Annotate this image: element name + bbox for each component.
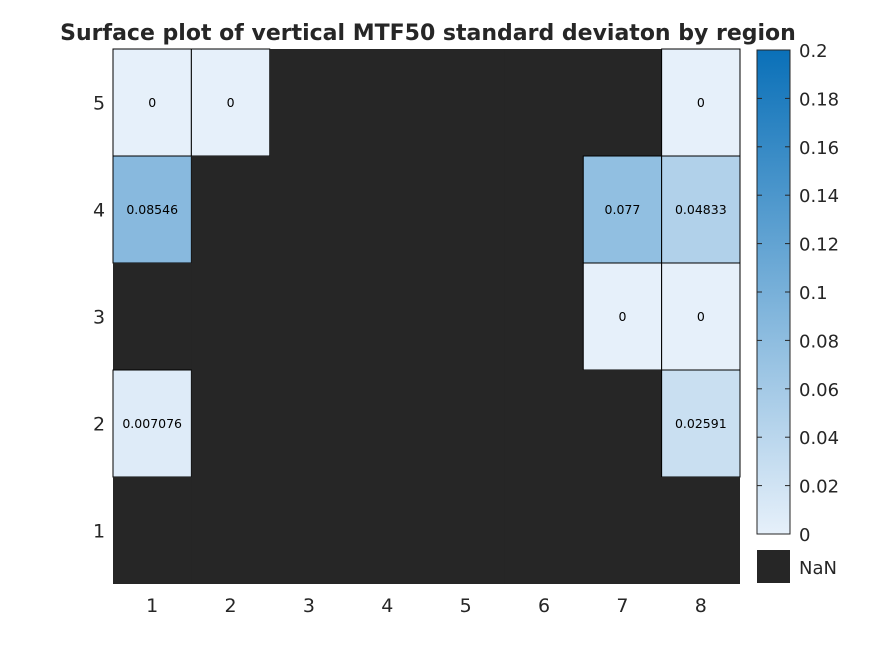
- heatmap-cell: [112, 369, 192, 478]
- heatmap-cell-nan: [191, 477, 270, 584]
- heatmap-cell: [661, 48, 741, 157]
- x-axis-ticks: 1 2 3 4 5 6 7 8: [146, 595, 707, 617]
- y-axis-ticks: 5 4 3 2 1: [93, 93, 105, 543]
- x-tick-label: 8: [695, 595, 707, 617]
- heatmap-cell-nan: [348, 49, 427, 156]
- heatmap-cell: [112, 48, 192, 157]
- x-tick-label: 5: [460, 595, 472, 617]
- heatmap-cell: [661, 369, 741, 478]
- cell-value-label: 0.007076: [122, 416, 182, 431]
- chart-title: Surface plot of vertical MTF50 standard …: [60, 21, 796, 46]
- heatmap-cell-nan: [504, 49, 584, 156]
- heatmap-cell-nan: [583, 477, 662, 584]
- colorbar-tick-label: 0.1: [799, 283, 828, 304]
- x-tick-label: 3: [303, 595, 315, 617]
- colorbar-tick-label: 0.12: [799, 235, 839, 256]
- heatmap-cell-nan: [504, 477, 584, 584]
- x-tick-label: 4: [381, 595, 393, 617]
- colorbar-tick-label: 0.14: [799, 186, 839, 207]
- heatmap-cell: [190, 48, 271, 157]
- heatmap-cell-nan: [113, 263, 192, 370]
- cell-value-label: 0: [148, 95, 156, 110]
- colorbar-tick-label: 0.02: [799, 477, 839, 498]
- cell-value-label: 0.04833: [675, 202, 727, 217]
- heatmap-cell-nan: [426, 370, 505, 477]
- heatmap-cell-nan: [583, 370, 662, 477]
- heatmap-cell-nan: [191, 370, 270, 477]
- cell-value-label: 0.02591: [675, 416, 727, 431]
- heatmap-cell-nan: [191, 263, 270, 370]
- heatmap-cell-nan: [269, 263, 349, 370]
- heatmap-cell-nan: [269, 156, 349, 263]
- colorbar-tick-label: 0.16: [799, 138, 839, 159]
- nan-swatch: [757, 550, 790, 583]
- heatmap-cell-nan: [504, 370, 584, 477]
- heatmap-cell-nan: [583, 49, 662, 156]
- cell-value-label: 0: [227, 95, 235, 110]
- y-tick-label: 4: [93, 200, 105, 222]
- heatmap-cell-nan: [269, 370, 349, 477]
- heatmap-cell-nan: [504, 156, 584, 263]
- cell-value-label: 0.08546: [126, 202, 178, 217]
- heatmap-cell-nan: [348, 477, 427, 584]
- cell-value-label: 0: [697, 95, 705, 110]
- colorbar-tick-label: 0.08: [799, 331, 839, 352]
- y-tick-label: 5: [93, 93, 105, 115]
- x-tick-label: 7: [616, 595, 628, 617]
- y-tick-label: 2: [93, 414, 105, 436]
- heatmap-cell-nan: [426, 263, 505, 370]
- heatmap-cell-nan: [348, 156, 427, 263]
- colorbar-tick-label: 0.2: [799, 41, 828, 62]
- heatmap-cell-nan: [191, 156, 270, 263]
- cell-value-label: 0.077: [605, 202, 641, 217]
- heatmap-cell-nan: [269, 477, 349, 584]
- y-tick-label: 1: [93, 521, 105, 543]
- heatmap-cell: [112, 155, 192, 264]
- heatmap-cell-nan: [426, 477, 505, 584]
- heatmap-cell-nan: [426, 156, 505, 263]
- colorbar-tick-label: 0.18: [799, 89, 839, 110]
- colorbar: 0 0.02 0.04 0.06 0.08 0.1 0.12 0.14 0.16 0.18 0.2 N…: [756, 41, 839, 583]
- heatmap-cell-nan: [504, 263, 584, 370]
- heatmap-cells: 0 0 0 0.08546 0.077 0.04833 0 0 0.007076 0.02591: [112, 48, 741, 584]
- colorbar-tick-label: 0: [799, 525, 810, 546]
- x-tick-label: 6: [538, 595, 550, 617]
- heatmap-cell-nan: [269, 49, 349, 156]
- heatmap-cell-nan: [661, 477, 740, 584]
- heatmap-cell-nan: [426, 49, 505, 156]
- x-tick-label: 2: [225, 595, 237, 617]
- heatmap-cell-nan: [348, 263, 427, 370]
- heatmap-cell: [582, 262, 663, 371]
- heatmap-cell-nan: [113, 477, 192, 584]
- colorbar-gradient: [756, 49, 791, 535]
- cell-value-label: 0: [618, 309, 626, 324]
- nan-label: NaN: [799, 558, 837, 579]
- colorbar-tick-label: 0.06: [799, 380, 839, 401]
- cell-value-label: 0: [697, 309, 705, 324]
- heatmap-cell: [661, 262, 741, 371]
- heatmap-cell-nan: [348, 370, 427, 477]
- colorbar-tick-label: 0.04: [799, 428, 839, 449]
- y-tick-label: 3: [93, 307, 105, 329]
- x-tick-label: 1: [146, 595, 158, 617]
